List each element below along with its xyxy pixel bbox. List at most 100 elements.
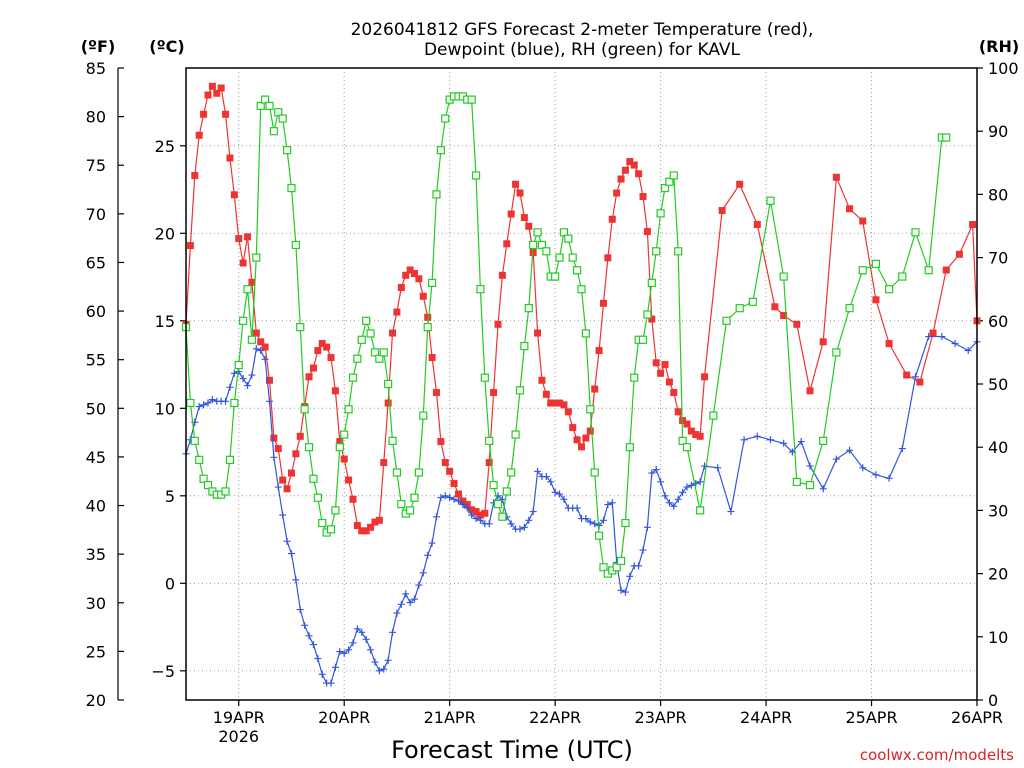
dewpoint-point xyxy=(560,495,568,503)
temperature-point xyxy=(265,376,273,384)
relative-humidity-point xyxy=(282,146,292,155)
dewpoint-point xyxy=(318,670,326,678)
dewpoint-point xyxy=(753,432,761,440)
temperature-point xyxy=(635,170,643,178)
relative-humidity-point xyxy=(225,455,235,464)
relative-humidity-point xyxy=(388,436,397,445)
relative-humidity-point xyxy=(507,468,516,477)
temperature-point xyxy=(213,89,221,97)
relative-humidity-point xyxy=(537,240,547,250)
temperature-point xyxy=(362,527,370,535)
chart-title-line-1: 2026041812 GFS Forecast 2-meter Temperat… xyxy=(351,20,814,40)
temperature-point xyxy=(832,173,840,181)
temperature-point xyxy=(573,436,581,444)
dewpoint-point xyxy=(265,397,273,405)
celsius-unit-label: (ºC) xyxy=(149,37,184,56)
relative-humidity-point xyxy=(366,329,375,338)
dewpoint-point xyxy=(626,572,634,580)
relative-humidity-point xyxy=(353,354,362,363)
temperature-point xyxy=(516,189,524,197)
relative-humidity-point xyxy=(652,247,661,256)
dewpoint-point xyxy=(301,621,309,629)
dewpoint-point xyxy=(296,606,304,614)
dewpoint-point xyxy=(226,383,234,391)
temperature-point xyxy=(186,242,194,250)
relative-humidity-point xyxy=(256,101,265,111)
dewpoint-point xyxy=(415,581,423,589)
dewpoint-point xyxy=(283,537,291,545)
temperature-point xyxy=(353,522,361,530)
dewpoint-point xyxy=(257,347,265,355)
gridlines xyxy=(186,68,977,700)
dewpoint-point xyxy=(819,485,827,493)
x-tick-label: 25APR xyxy=(845,708,897,727)
temperature-point xyxy=(235,235,243,243)
relative-humidity-point xyxy=(234,360,243,370)
temperature-point xyxy=(564,408,572,416)
dewpoint-point xyxy=(573,504,581,512)
dewpoint-point xyxy=(393,609,401,617)
dewpoint-point xyxy=(516,525,524,533)
dewpoint-point xyxy=(358,628,366,636)
dewpoint-point xyxy=(582,515,590,523)
dewpoint-point xyxy=(591,520,599,528)
temperature-point xyxy=(551,399,559,407)
temperature-point xyxy=(718,207,726,215)
relative-humidity-point xyxy=(612,563,621,572)
temperature-point xyxy=(476,511,484,519)
dewpoint-point xyxy=(476,516,484,524)
relative-humidity-point xyxy=(524,304,533,313)
relative-humidity-point xyxy=(498,512,507,521)
dewpoint-point xyxy=(665,499,673,507)
temperature-point xyxy=(428,354,436,362)
relative-humidity-point xyxy=(476,285,485,294)
temperature-point xyxy=(670,389,678,397)
temperature-point xyxy=(512,180,520,188)
relative-humidity-point xyxy=(924,266,933,275)
temperature-point xyxy=(200,110,208,118)
dewpoint-line xyxy=(185,335,978,684)
relative-humidity-point xyxy=(296,323,305,332)
dewpoint-point xyxy=(353,625,361,633)
relative-humidity-point xyxy=(520,341,529,351)
dewpoint-point xyxy=(599,516,607,524)
temperature-point xyxy=(244,233,252,241)
temperature-point xyxy=(287,469,295,477)
dewpoint-point xyxy=(832,455,840,463)
temperature-point xyxy=(472,508,480,516)
relative-humidity-point xyxy=(397,499,406,509)
celsius-tick-label: −5 xyxy=(151,662,175,681)
dewpoint-point xyxy=(938,333,946,341)
dewpoint-point xyxy=(911,373,919,381)
temperature-point xyxy=(279,476,287,484)
relative-humidity-point xyxy=(331,506,340,515)
dewpoint-point xyxy=(424,551,432,559)
temperature-point xyxy=(375,516,383,524)
temperature-point xyxy=(534,329,542,337)
relative-humidity-point xyxy=(348,373,358,382)
dewpoint-point xyxy=(367,646,375,654)
temperature-point xyxy=(793,320,801,328)
temperature-point xyxy=(969,221,977,229)
fahrenheit-tick-label: 60 xyxy=(86,302,106,321)
relative-humidity-point xyxy=(942,133,951,142)
dewpoint-point xyxy=(411,595,419,603)
temperature-point xyxy=(626,158,634,166)
relative-humidity-point xyxy=(616,556,626,566)
relative-humidity-point xyxy=(392,468,402,477)
dewpoint-point xyxy=(336,648,344,656)
temperature-point xyxy=(617,175,625,183)
temperature-point xyxy=(736,180,744,188)
x-tick-label: 19APR xyxy=(213,708,265,727)
relative-humidity-point xyxy=(621,518,630,528)
relative-humidity-point xyxy=(568,253,577,262)
series xyxy=(181,82,981,687)
temperature-point xyxy=(367,523,375,531)
temperature-point xyxy=(336,438,344,446)
relative-humidity-point xyxy=(845,304,854,313)
relative-humidity-point xyxy=(898,272,907,281)
dewpoint-point xyxy=(635,562,643,570)
temperature-point xyxy=(318,340,326,348)
relative-humidity-point xyxy=(269,127,278,136)
dewpoint-point xyxy=(252,345,260,353)
